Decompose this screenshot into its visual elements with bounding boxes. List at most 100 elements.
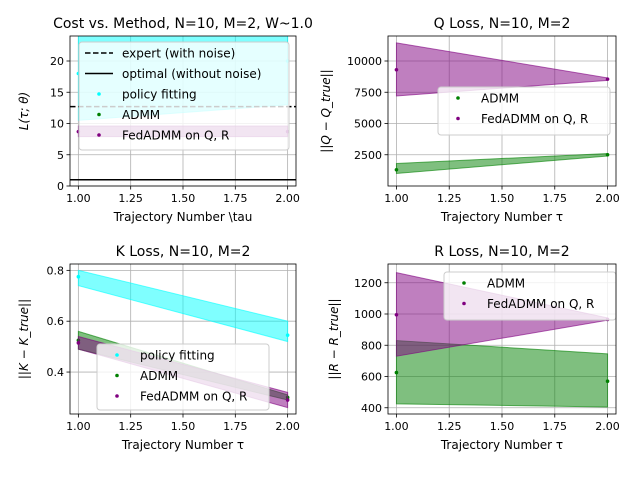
subplot-1: 1.00 1.25 1.50 1.75 2.00 0 5 10 15 20 expert (with… bbox=[17, 16, 313, 224]
x-tick-label: 1.00 bbox=[66, 192, 91, 205]
x-tick-label: 1.75 bbox=[223, 420, 248, 433]
x-axis-label: Trajectory Number \tau bbox=[113, 210, 253, 224]
legend-label: FedADMM on Q, R bbox=[122, 129, 229, 143]
y-axis-label: ||K − K_true|| bbox=[17, 299, 31, 379]
legend-label: ADMM bbox=[487, 277, 525, 291]
x-tick-label: 1.25 bbox=[437, 420, 462, 433]
legend-label: ADMM bbox=[481, 92, 519, 106]
data-point bbox=[76, 274, 81, 279]
legend-marker bbox=[462, 301, 466, 306]
subplot-3: 1.00 1.25 1.50 1.75 2.00 0.4 0.6 0.8 policy fitt… bbox=[17, 244, 300, 452]
axes-frame bbox=[387, 263, 617, 415]
y-axis-label: L(τ; θ) bbox=[17, 92, 31, 130]
y-axis-label: ||R − R_true|| bbox=[327, 298, 341, 379]
band-policy-fitting bbox=[77, 269, 289, 343]
data-point bbox=[605, 152, 610, 157]
y-tick-label: 800 bbox=[361, 339, 382, 352]
chart-title: Q Loss, N=10, M=2 bbox=[434, 16, 571, 32]
legend: ADMM FedADMM on Q, R bbox=[443, 271, 617, 321]
legend: policy fitting ADMM FedADMM on Q, R bbox=[96, 343, 270, 411]
axes-frame bbox=[69, 35, 297, 187]
subplot-4: 1.00 1.25 1.50 1.75 2.00 400 600 800 1000 1200 ADM… bbox=[327, 244, 620, 452]
y-tick-label: 0 bbox=[57, 180, 64, 193]
data-point bbox=[605, 77, 610, 81]
y-tick-label: 2500 bbox=[354, 149, 382, 162]
legend-marker bbox=[115, 373, 119, 378]
y-tick-label: 15 bbox=[50, 86, 64, 99]
data-point bbox=[285, 333, 290, 337]
legend-marker bbox=[456, 96, 460, 100]
x-tick-label: 2.00 bbox=[595, 192, 620, 205]
x-tick-label: 1.50 bbox=[171, 420, 196, 433]
y-tick-label: 20 bbox=[50, 55, 64, 68]
x-tick-label: 2.00 bbox=[275, 192, 300, 205]
legend-marker bbox=[115, 353, 119, 357]
legend-marker bbox=[462, 281, 466, 285]
legend-label: FedADMM on Q, R bbox=[481, 112, 588, 126]
y-tick-label: 10000 bbox=[347, 55, 382, 68]
legend-label: ADMM bbox=[140, 369, 178, 383]
legend-label: ADMM bbox=[122, 108, 160, 122]
data-point bbox=[394, 370, 399, 375]
x-tick-label: 2.00 bbox=[595, 420, 620, 433]
axes-frame bbox=[387, 35, 617, 187]
y-tick-label: 0.8 bbox=[47, 264, 65, 277]
x-tick-label: 1.25 bbox=[118, 420, 143, 433]
legend-label: policy fitting bbox=[140, 349, 215, 363]
y-tick-label: 1000 bbox=[354, 308, 382, 321]
legend-box bbox=[78, 41, 290, 151]
legend-label: FedADMM on Q, R bbox=[140, 390, 247, 404]
x-tick-label: 1.75 bbox=[543, 420, 568, 433]
legend-label: optimal (without noise) bbox=[122, 67, 261, 81]
y-tick-label: 0.6 bbox=[47, 315, 65, 328]
y-axis-label: ||Q − Q_true|| bbox=[319, 69, 333, 152]
legend-marker bbox=[97, 112, 101, 117]
x-tick-label: 1.25 bbox=[437, 192, 462, 205]
data-point bbox=[285, 398, 290, 402]
plot-area bbox=[394, 42, 610, 175]
y-tick-label: 7500 bbox=[354, 86, 382, 99]
x-tick-label: 1.50 bbox=[490, 192, 515, 205]
y-tick-label: 0.4 bbox=[47, 366, 65, 379]
x-tick-label: 1.00 bbox=[384, 420, 409, 433]
legend: expert (with noise) optimal (without nois… bbox=[78, 41, 290, 151]
x-tick-label: 1.75 bbox=[543, 192, 568, 205]
y-tick-label: 600 bbox=[361, 371, 382, 384]
x-tick-label: 1.75 bbox=[223, 192, 248, 205]
chart-title: Cost vs. Method, N=10, M=2, W~1.0 bbox=[53, 16, 313, 32]
legend-marker bbox=[97, 92, 101, 96]
data-point bbox=[394, 312, 399, 317]
x-tick-label: 1.00 bbox=[384, 192, 409, 205]
y-tick-label: 5 bbox=[57, 149, 64, 162]
axes-frame bbox=[69, 263, 297, 415]
legend-box bbox=[96, 343, 270, 411]
x-tick-label: 1.25 bbox=[118, 192, 143, 205]
legend-box bbox=[443, 271, 617, 321]
band-admm bbox=[395, 340, 609, 408]
y-tick-label: 1200 bbox=[354, 277, 382, 290]
x-axis-label: Trajectory Number τ bbox=[121, 438, 244, 452]
x-axis-label: Trajectory Number τ bbox=[440, 210, 563, 224]
legend-label: expert (with noise) bbox=[122, 47, 235, 61]
y-tick-label: 10 bbox=[50, 118, 64, 131]
legend: ADMM FedADMM on Q, R bbox=[437, 86, 611, 136]
subplot-2: 1.00 1.25 1.50 1.75 2.00 2500 5000 7500 10000 ADM… bbox=[319, 16, 620, 224]
x-tick-label: 1.50 bbox=[490, 420, 515, 433]
data-point bbox=[76, 341, 81, 345]
chart-title: R Loss, N=10, M=2 bbox=[434, 244, 569, 260]
legend-marker bbox=[456, 116, 460, 121]
data-point bbox=[394, 167, 399, 172]
y-tick-label: 400 bbox=[361, 402, 382, 415]
x-axis-label: Trajectory Number τ bbox=[440, 438, 563, 452]
legend-marker bbox=[97, 133, 101, 137]
legend-box bbox=[437, 86, 611, 136]
x-tick-label: 2.00 bbox=[275, 420, 300, 433]
data-point bbox=[394, 67, 399, 72]
y-tick-label: 5000 bbox=[354, 118, 382, 131]
chart-title: K Loss, N=10, M=2 bbox=[116, 244, 251, 260]
legend-label: FedADMM on Q, R bbox=[487, 297, 594, 311]
legend-label: policy fitting bbox=[122, 88, 197, 102]
legend-marker bbox=[115, 394, 119, 398]
x-tick-label: 1.50 bbox=[171, 192, 196, 205]
